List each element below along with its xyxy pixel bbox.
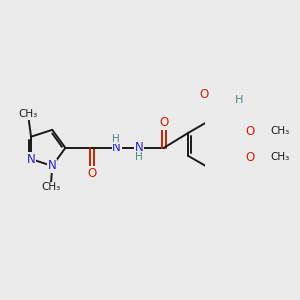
Text: CH₃: CH₃ (271, 152, 290, 162)
Text: CH₃: CH₃ (41, 182, 61, 192)
Text: H: H (235, 95, 244, 105)
Text: N: N (27, 152, 35, 166)
Text: O: O (245, 125, 254, 138)
Text: H: H (112, 134, 120, 144)
Text: N: N (135, 141, 144, 154)
Text: N: N (48, 159, 57, 172)
Text: N: N (112, 141, 121, 154)
Text: O: O (88, 167, 97, 180)
Text: O: O (200, 88, 209, 100)
Text: CH₃: CH₃ (271, 126, 290, 136)
Text: O: O (245, 151, 254, 164)
Text: O: O (159, 116, 168, 129)
Text: CH₃: CH₃ (19, 109, 38, 119)
Text: H: H (135, 152, 142, 162)
